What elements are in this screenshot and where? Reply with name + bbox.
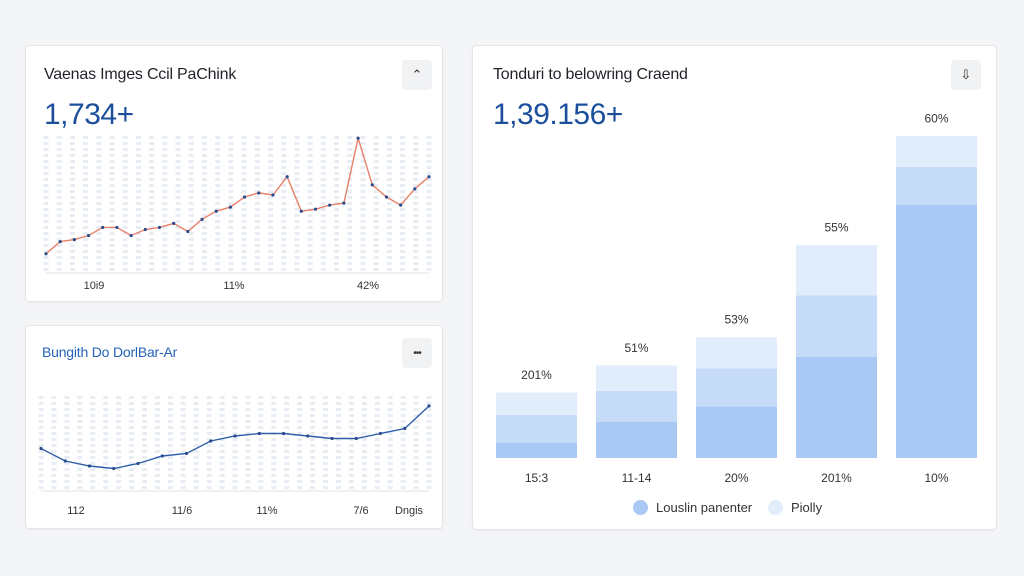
card1-data-point [313,207,318,211]
bar-segment-series1-top [796,245,877,296]
card1-data-point [356,136,360,140]
card2-data-point [257,431,261,436]
bar-segment-series1-top [596,365,677,392]
card2-line-chart: 112 11/6 11% 7/6 Dngis [38,396,432,517]
bar-top-label: 60% [924,111,948,125]
card2-data-point [330,436,334,441]
card1-data-point [427,175,431,179]
card1-series-line [45,135,430,255]
bar-category-label: 15:3 [525,471,549,485]
card2-x-tick-label: 112 [67,505,85,517]
bar-segment-series0 [696,406,777,458]
card2-data-point [354,436,358,441]
card1-line-chart: 10i9 11% 42% [43,135,432,292]
download-icon[interactable]: ⇩ [951,60,981,90]
card2-data-point [87,464,92,468]
card2-data-point [378,431,383,436]
legend-item-0: Louslin panenter [633,500,752,515]
card1-data-point [115,225,119,230]
bar-segment-series0 [496,442,577,458]
card1-data-point [328,203,332,207]
bar-segment-series0 [796,356,877,458]
card1-data-point [186,229,190,234]
card2-data-point [209,439,213,443]
card1-data-point [384,195,389,199]
card2-data-point [160,454,164,458]
card1-data-point [399,203,403,207]
bar-top-label: 53% [724,313,748,327]
card1-x-tick-label: 10i9 [84,280,105,292]
bar-segment-series0 [596,422,677,458]
card3-bar-chart: 201% 15:3 51% 11-14 53% 20% 55% 201% 60% 10% [496,111,977,485]
card2-data-point [39,446,43,451]
card1-data-point [157,225,162,230]
bar-segment-series1-top [696,337,777,369]
card1-data-point [129,233,133,238]
card2-data-point [63,459,67,463]
card3-title: Tonduri to belowring Craend [493,66,688,83]
card1-data-point [299,209,303,213]
card2-data-point [427,404,431,408]
card2-data-point [233,434,237,438]
legend-label: Louslin panenter [656,500,753,515]
card1-data-point [271,193,275,197]
bar-category-label: 11-14 [622,471,652,485]
card1-value: 1,734+ [44,98,134,131]
bar-segment-series1-top [896,136,977,168]
card1-data-point [342,201,346,205]
card2-x-tick-label: 11% [256,505,277,517]
bar-category-label: 10% [924,471,948,485]
legend-label: Piolly [791,500,823,515]
bar-category-label: 201% [821,471,852,485]
line-chart-card-bottom: Bungith Do DorlBar-Ar ••• 112 11/6 11% 7/6 D… [25,325,443,529]
card2-data-point [306,434,310,438]
card1-data-point [257,191,261,195]
bar-segment-series0 [896,204,977,458]
bar-category-label: 20% [724,471,748,485]
card1-data-point [242,195,247,199]
bar-top-label: 51% [624,341,648,355]
legend-item-1: Piolly [768,500,822,515]
card2-data-point [184,451,189,456]
card1-data-point [200,217,204,221]
card2-x-tick-label: 11/6 [172,505,193,517]
legend-swatch [633,500,648,515]
card2-title: Bungith Do DorlBar-Ar [42,344,178,360]
card1-x-tick-label: 42% [357,280,379,292]
card2-data-point [136,461,140,466]
card1-data-point [72,238,76,242]
card1-x-tick-label: 11% [223,280,244,292]
card2-x-tick-label: 7/6 [353,505,368,517]
more-icon[interactable]: ••• [402,338,432,368]
bar-top-label: 201% [521,368,552,382]
card2-data-point [112,466,116,471]
card1-title: Vaenas Imges Ccil PaChink [44,66,237,83]
line-chart-card-top: Vaenas Imges Ccil PaChink ⌃ 1,734+ 10i9 1… [25,45,443,302]
card1-data-point [370,183,374,187]
card1-data-point [285,175,289,179]
bar-top-label: 55% [824,220,848,234]
card1-data-point [58,240,62,244]
card1-data-point [101,225,105,230]
bar-segment-series1-top [496,392,577,416]
card1-data-point [44,252,48,256]
card1-data-point [86,233,91,238]
bar-chart-card: Tonduri to belowring Craend ⇩ 1,39.156+ … [472,45,997,530]
card2-x-tick-label: Dngis [395,505,424,517]
card1-data-point [143,227,147,232]
card2-data-point [281,431,286,436]
legend-swatch [768,500,783,515]
card1-data-point [413,187,417,191]
card1-data-point [214,209,218,213]
card1-data-point [228,205,233,209]
card1-data-point [172,221,176,225]
card2-data-point [403,426,407,431]
card3-value: 1,39.156+ [493,98,623,131]
caret-icon[interactable]: ⌃ [402,60,432,90]
